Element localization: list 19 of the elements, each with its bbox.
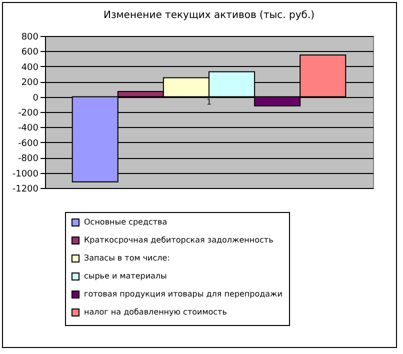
x-tick-label: 1 [206, 97, 212, 106]
legend-label: налог на добавленную стоимость [84, 308, 228, 316]
legend-label: Основные средства [84, 218, 168, 226]
y-tick-label: 0 [32, 93, 39, 104]
y-tick-label: 400 [21, 62, 39, 73]
y-tick-label: -800 [18, 154, 39, 164]
y-tick-label: -400 [18, 124, 39, 134]
y-tick-label: 600 [21, 48, 39, 58]
y-tick-label: -1200 [12, 184, 39, 194]
chart-title: Изменение текущих активов (тыс. руб.) [103, 10, 315, 21]
y-tick-label: -600 [18, 138, 39, 149]
y-tick-label: -200 [18, 108, 39, 118]
y-tick-label: 800 [21, 32, 39, 42]
legend-label: готовая продукция итовары для перепродажи [84, 290, 282, 298]
y-tick-label: -1000 [12, 169, 39, 180]
y-tick-label: 200 [21, 78, 39, 88]
legend-label: Краткосрочная дебиторская задолженность [84, 236, 274, 244]
legend-label: сырье и материалы [84, 272, 167, 280]
legend-label: Запасы в том числе: [84, 254, 170, 262]
